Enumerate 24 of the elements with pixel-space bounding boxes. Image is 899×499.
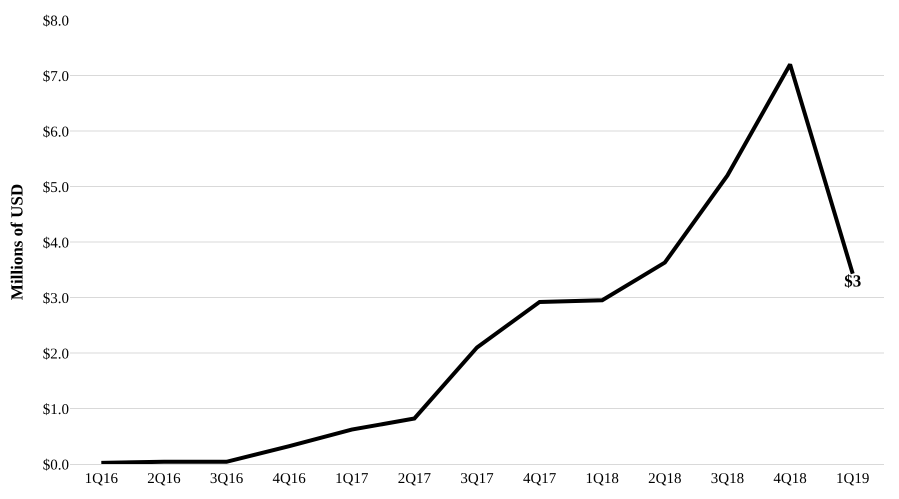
x-tick-label: 2Q17: [398, 471, 432, 487]
x-tick-label: 1Q17: [335, 471, 369, 487]
y-tick-label: $1.0: [42, 402, 69, 418]
y-tick-label: $3.0: [42, 290, 69, 307]
y-axis-title: Millions of USD: [7, 184, 26, 300]
x-tick-label: 3Q18: [710, 471, 744, 487]
x-tick-label: 3Q16: [210, 471, 244, 487]
y-tick-label: $6.0: [42, 124, 69, 140]
x-tick-label: 4Q17: [522, 471, 557, 487]
y-tick-label: $5.0: [42, 180, 69, 196]
x-tick-label: 2Q16: [147, 471, 182, 487]
y-tick-label: $4.0: [42, 235, 69, 252]
x-tick-label: 3Q17: [460, 471, 494, 487]
x-tick-label: 1Q16: [84, 471, 118, 487]
x-tick-label: 1Q18: [586, 471, 619, 487]
x-tick-label: 4Q18: [773, 471, 807, 487]
y-tick-label: $2.0: [42, 346, 69, 362]
data-label: $3: [844, 271, 862, 290]
y-tick-label: $0.0: [42, 457, 69, 474]
x-tick-label: 1Q19: [836, 471, 870, 487]
y-tick-label: $8.0: [42, 13, 69, 30]
x-tick-label: 2Q18: [648, 471, 682, 487]
y-tick-label: $7.0: [42, 68, 69, 85]
x-tick-label: 4Q16: [272, 471, 306, 487]
